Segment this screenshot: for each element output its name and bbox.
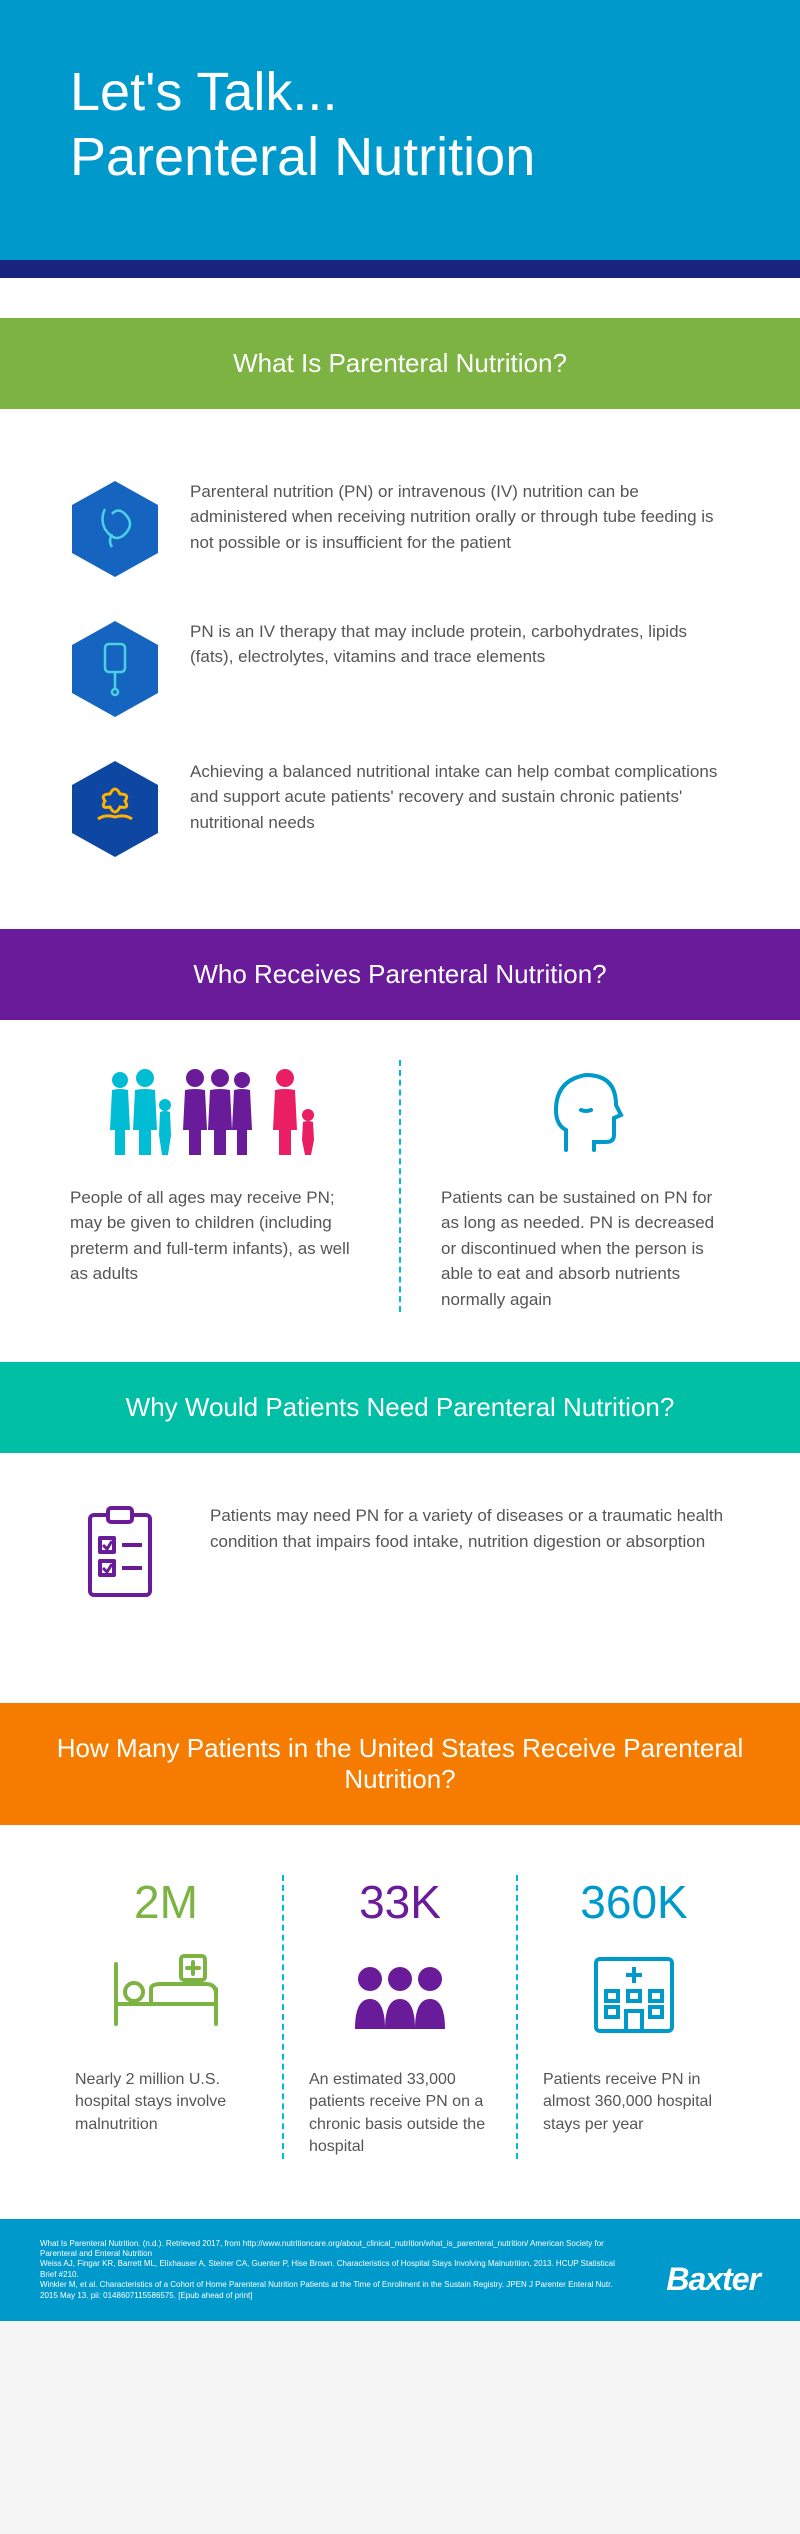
- why-text: Patients may need PN for a variety of di…: [210, 1503, 730, 1554]
- who-right-col: Patients can be sustained on PN for as l…: [441, 1060, 730, 1313]
- baxter-logo: Baxter: [666, 2259, 760, 2301]
- section-stats-title: How Many Patients in the United States R…: [57, 1733, 743, 1794]
- info-row: Achieving a balanced nutritional intake …: [70, 759, 730, 859]
- what-info-section: Parenteral nutrition (PN) or intravenous…: [0, 449, 800, 889]
- spacer: [0, 409, 800, 449]
- section-who-title: Who Receives Parenteral Nutrition?: [193, 959, 606, 989]
- who-right-text: Patients can be sustained on PN for as l…: [441, 1185, 730, 1313]
- hospital-bed-icon: [75, 1949, 257, 2039]
- footer-references: What Is Parenteral Nutrition. (n.d.). Re…: [40, 2239, 666, 2301]
- stat-col: 2M Nearly 2 million U.S. hospital stays …: [50, 1875, 282, 2159]
- info-row: PN is an IV therapy that may include pro…: [70, 619, 730, 719]
- hero-line2: Parenteral Nutrition: [70, 127, 535, 187]
- info-row: Parenteral nutrition (PN) or intravenous…: [70, 479, 730, 579]
- divider-navy: [0, 260, 800, 278]
- who-section: People of all ages may receive PN; may b…: [0, 1020, 800, 1363]
- stat-number: 360K: [543, 1875, 725, 1929]
- section-who-banner: Who Receives Parenteral Nutrition?: [0, 929, 800, 1020]
- hand-plus-icon: [70, 759, 160, 859]
- stat-col: 33K An estimated 33,000 patients receive…: [284, 1875, 516, 2159]
- stats-section: 2M Nearly 2 million U.S. hospital stays …: [0, 1825, 800, 2219]
- head-throat-icon: [441, 1060, 730, 1160]
- section-what-banner: What Is Parenteral Nutrition?: [0, 318, 800, 409]
- spacer: [0, 1663, 800, 1703]
- stat-text: An estimated 33,000 patients receive PN …: [309, 2069, 491, 2159]
- info-text: Achieving a balanced nutritional intake …: [190, 759, 730, 836]
- section-what-title: What Is Parenteral Nutrition?: [233, 348, 567, 378]
- info-text: Parenteral nutrition (PN) or intravenous…: [190, 479, 730, 556]
- hero-line1: Let's Talk...: [70, 62, 337, 122]
- stat-number: 33K: [309, 1875, 491, 1929]
- vertical-dashed-divider: [399, 1060, 401, 1313]
- footer: What Is Parenteral Nutrition. (n.d.). Re…: [0, 2219, 800, 2321]
- people-three-icon: [309, 1949, 491, 2039]
- spacer: [0, 278, 800, 318]
- family-icon: [70, 1060, 359, 1160]
- section-stats-banner: How Many Patients in the United States R…: [0, 1703, 800, 1825]
- stat-text: Patients receive PN in almost 360,000 ho…: [543, 2069, 725, 2136]
- hero-banner: Let's Talk... Parenteral Nutrition: [0, 0, 800, 260]
- section-why-title: Why Would Patients Need Parenteral Nutri…: [126, 1392, 675, 1422]
- stat-col: 360K Patients receive PN in almost 360,0…: [518, 1875, 750, 2159]
- who-left-text: People of all ages may receive PN; may b…: [70, 1185, 359, 1287]
- info-text: PN is an IV therapy that may include pro…: [190, 619, 730, 670]
- clipboard-check-icon: [70, 1503, 170, 1603]
- section-why-banner: Why Would Patients Need Parenteral Nutri…: [0, 1362, 800, 1453]
- spacer: [0, 889, 800, 929]
- who-left-col: People of all ages may receive PN; may b…: [70, 1060, 359, 1313]
- why-section: Patients may need PN for a variety of di…: [0, 1453, 800, 1663]
- iv-bag-icon: [70, 619, 160, 719]
- stomach-icon: [70, 479, 160, 579]
- hero-title: Let's Talk... Parenteral Nutrition: [70, 60, 730, 190]
- stat-number: 2M: [75, 1875, 257, 1929]
- hospital-building-icon: [543, 1949, 725, 2039]
- stat-text: Nearly 2 million U.S. hospital stays inv…: [75, 2069, 257, 2136]
